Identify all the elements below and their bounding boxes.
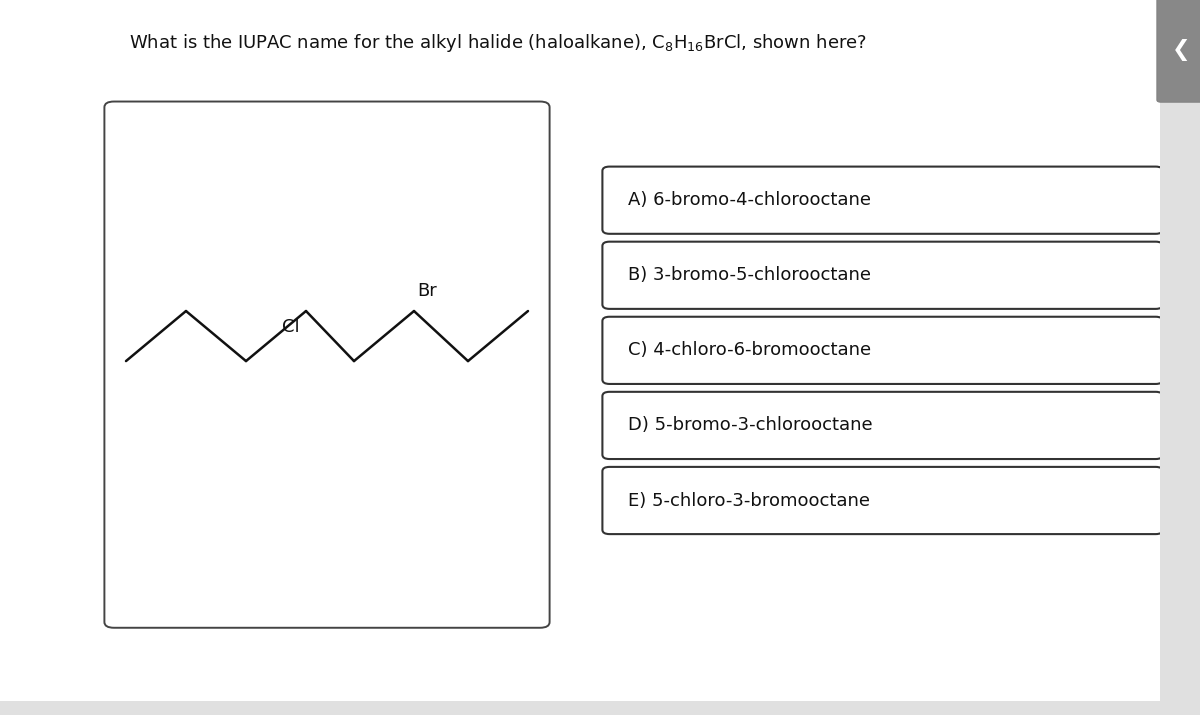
Text: B) 3-bromo-5-chlorooctane: B) 3-bromo-5-chlorooctane (628, 266, 871, 285)
Text: Br: Br (418, 282, 437, 300)
Text: Cl: Cl (282, 318, 300, 336)
FancyBboxPatch shape (1157, 0, 1200, 102)
Text: ❮: ❮ (1171, 39, 1190, 61)
FancyBboxPatch shape (602, 317, 1163, 384)
FancyBboxPatch shape (0, 701, 1200, 715)
FancyBboxPatch shape (1160, 0, 1200, 715)
Text: What is the IUPAC name for the alkyl halide (haloalkane), $\mathsf{C_8H_{16}}$Br: What is the IUPAC name for the alkyl hal… (130, 32, 866, 54)
Text: A) 6-bromo-4-chlorooctane: A) 6-bromo-4-chlorooctane (628, 191, 871, 209)
FancyBboxPatch shape (602, 167, 1163, 234)
FancyBboxPatch shape (602, 242, 1163, 309)
Text: D) 5-bromo-3-chlorooctane: D) 5-bromo-3-chlorooctane (628, 416, 872, 435)
FancyBboxPatch shape (104, 102, 550, 628)
Text: E) 5-chloro-3-bromooctane: E) 5-chloro-3-bromooctane (628, 491, 870, 510)
FancyBboxPatch shape (602, 392, 1163, 459)
Text: C) 4-chloro-6-bromooctane: C) 4-chloro-6-bromooctane (628, 341, 871, 360)
FancyBboxPatch shape (602, 467, 1163, 534)
